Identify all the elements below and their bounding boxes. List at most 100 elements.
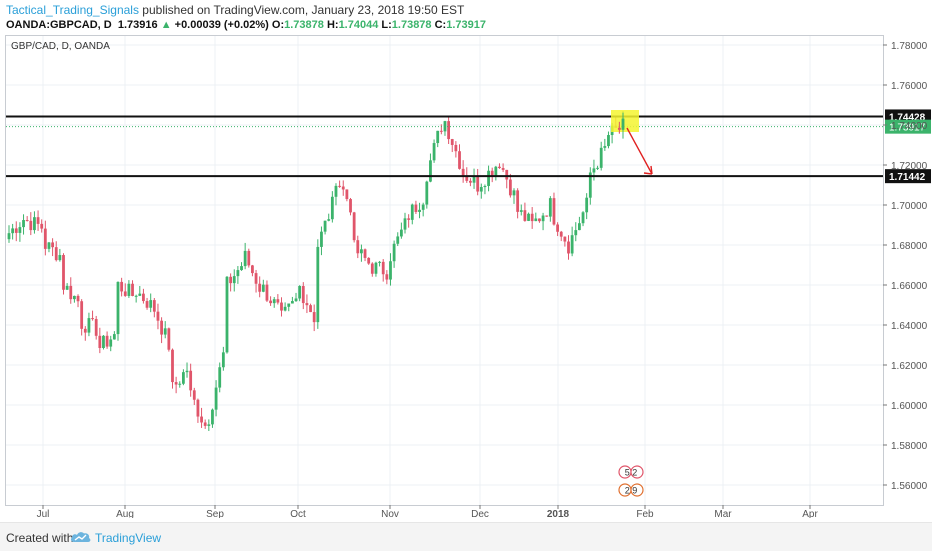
y-tick-label: 1.72000: [891, 161, 928, 172]
x-tick-label: Apr: [802, 509, 818, 518]
candle-body: [120, 281, 124, 292]
candle-body: [316, 246, 320, 323]
y-tick-label: 1.68000: [891, 241, 928, 252]
candle-body: [14, 228, 18, 233]
x-tick-label: Dec: [471, 509, 489, 518]
candle-body: [214, 387, 218, 410]
level-tag-support: [885, 169, 931, 184]
ohlc-line: OANDA:GBPCAD, D 1.73916 ▲ +0.00039 (+0.0…: [6, 19, 486, 31]
price-chart[interactable]: 1.74428 1.71442 1.73917 1.78000 1.76000 1.74…: [5, 35, 931, 520]
tradingview-brand[interactable]: TradingView: [95, 531, 162, 545]
candle-body: [454, 144, 458, 152]
x-tick-label: Oct: [290, 509, 306, 518]
close-value: 1.73917: [446, 19, 486, 31]
candle-body: [51, 242, 54, 248]
candle-body: [559, 231, 563, 237]
candle-body: [360, 249, 363, 254]
candle-body: [581, 212, 585, 224]
candle-body: [530, 213, 534, 222]
candle-body: [218, 367, 222, 388]
candle-body: [410, 204, 414, 220]
y-tick-label: 1.78000: [891, 41, 928, 52]
candle-body: [11, 228, 15, 234]
candle-body: [476, 176, 480, 192]
candle-body: [298, 286, 302, 299]
candle-body: [36, 217, 40, 224]
last-price-label: 1.73917: [889, 123, 926, 134]
candle-body: [465, 175, 469, 181]
candle-body: [178, 383, 182, 385]
candle-body: [498, 166, 501, 169]
candle-body: [487, 170, 490, 186]
up-triangle-icon: ▲: [160, 19, 172, 31]
candle-body: [505, 169, 509, 180]
candle-body: [588, 172, 592, 198]
candle-body: [305, 303, 309, 306]
candle-body: [447, 121, 451, 140]
candle-body: [432, 143, 436, 161]
candle-body: [272, 299, 276, 304]
candle-body: [399, 229, 403, 237]
candle-body: [552, 198, 556, 225]
candle-body: [83, 328, 87, 333]
forecast-arrow: [626, 127, 653, 175]
candle-body: [171, 349, 174, 383]
candle-body: [439, 130, 443, 132]
candle-body: [596, 167, 599, 169]
candle-body: [323, 220, 327, 232]
y-axis: 1.78000 1.76000 1.74000 1.72000 1.70000 1.680…: [11, 41, 928, 492]
candle-body: [327, 219, 331, 221]
candle-body: [570, 235, 574, 254]
candle-body: [603, 146, 607, 148]
candle-body: [174, 382, 178, 385]
candle-body: [585, 197, 589, 213]
candle-body: [352, 212, 356, 241]
candle-body: [479, 187, 483, 192]
candle-body: [142, 293, 145, 302]
candle-body: [211, 409, 214, 425]
candle-body: [123, 291, 127, 296]
candle-body: [363, 249, 367, 258]
candle-body: [167, 328, 171, 350]
level-label-support: 1.71442: [889, 172, 926, 183]
candle-body: [18, 227, 22, 233]
candle-body: [472, 176, 476, 183]
candle-body: [370, 263, 374, 274]
candle-body: [527, 213, 530, 221]
symbol-label: OANDA:GBPCAD, D: [6, 19, 112, 31]
candle-body: [72, 295, 76, 300]
candle-body: [469, 180, 472, 183]
candle-body: [185, 370, 189, 373]
candle-body: [563, 236, 567, 242]
candle-body: [221, 352, 225, 368]
candle-body: [251, 265, 254, 274]
candle-body: [330, 196, 334, 220]
last-price-tag: [885, 119, 931, 134]
x-tick-label: Aug: [116, 509, 134, 518]
candle-body: [519, 210, 523, 212]
candle-body: [276, 299, 280, 303]
candle-body: [389, 261, 392, 280]
candle-body: [258, 283, 262, 292]
candle-body: [160, 320, 163, 335]
candle-body: [545, 215, 549, 217]
candles: [7, 111, 625, 431]
y-tick-label: 1.62000: [891, 361, 928, 372]
candle-body: [265, 284, 269, 301]
plot-border: [5, 35, 884, 506]
candle-body: [294, 298, 298, 302]
candle-body: [436, 130, 440, 144]
candle-body: [567, 241, 570, 254]
chart-frame[interactable]: 1.74428 1.71442 1.73917 1.78000 1.76000 1.74…: [5, 35, 931, 520]
candle-body: [25, 220, 29, 222]
candle-body: [240, 266, 243, 271]
candle-body: [458, 151, 461, 169]
y-tick-label: 1.76000: [891, 81, 928, 92]
candle-body: [192, 390, 196, 400]
author-link[interactable]: Tactical_Trading_Signals: [6, 3, 139, 17]
candle-body: [309, 305, 312, 313]
candle-body: [512, 190, 516, 196]
grid: [5, 35, 884, 506]
candle-body: [381, 261, 385, 275]
high-value: 1.74044: [338, 19, 379, 31]
